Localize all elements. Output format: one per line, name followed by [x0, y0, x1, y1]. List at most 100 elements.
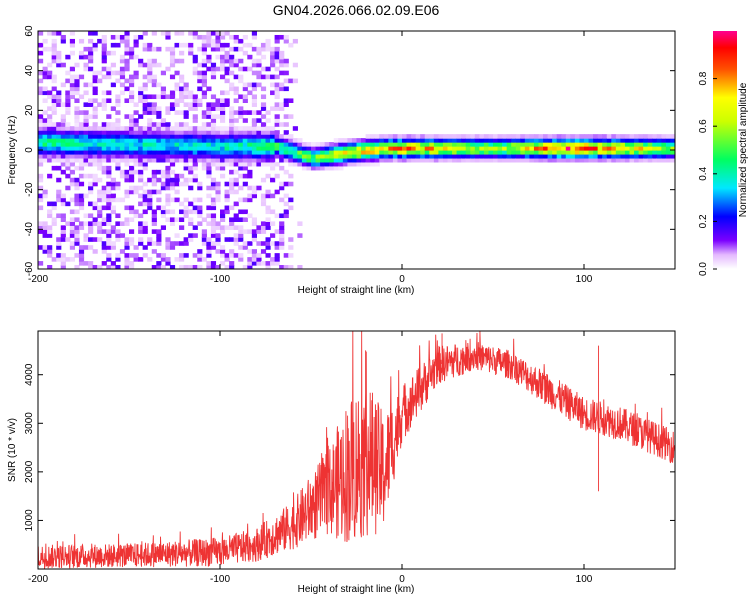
spectrogram-cell	[179, 138, 185, 143]
spectrogram-cell	[251, 62, 257, 68]
spectrogram-cell	[60, 213, 66, 219]
spectrogram-y-label: Frequency (Hz)	[7, 116, 18, 185]
spectrogram-cell	[42, 150, 48, 155]
spectrogram-cell	[274, 229, 280, 234]
spectrogram-cell	[206, 58, 212, 64]
spectrogram-cell	[47, 130, 53, 135]
spectrogram-cell	[133, 34, 139, 40]
spectrogram-cell	[160, 185, 166, 191]
spectrogram-cell	[83, 233, 89, 238]
spectrogram-cell	[142, 197, 148, 203]
spectrogram-cell	[151, 142, 157, 147]
spectrogram-cell	[65, 257, 71, 262]
spectrogram-cell	[74, 233, 80, 238]
spectrogram-cell	[197, 86, 203, 92]
spectrogram-cell	[188, 209, 194, 215]
spectrogram-cell	[584, 146, 590, 151]
spectrogram-cell	[224, 153, 230, 159]
spectrogram-cell	[579, 134, 585, 139]
spectrogram-cell	[224, 70, 230, 76]
spectrogram-cell	[210, 233, 217, 238]
spectrogram-cell	[174, 241, 180, 246]
spectrogram-cell	[179, 110, 185, 115]
spectrogram-cell	[106, 70, 112, 76]
spectrogram-cell	[297, 142, 303, 147]
spectrogram-cell	[183, 130, 189, 135]
spectrogram-cell	[115, 34, 121, 40]
spectrogram-cell	[224, 138, 230, 143]
spectrogram-cell	[402, 157, 408, 163]
spectrogram-cell	[169, 142, 176, 147]
spectrogram-cell	[456, 157, 462, 163]
spectrogram-cell	[247, 157, 253, 163]
spectrogram-cell	[179, 31, 185, 36]
spectrogram-cell	[74, 201, 80, 207]
spectrogram-cell	[56, 126, 62, 131]
spectrogram-cell	[197, 70, 203, 76]
spectrogram-cell	[38, 70, 44, 76]
spectrogram-cell	[265, 118, 271, 123]
spectrogram-cell	[283, 78, 289, 84]
spectrogram-cell	[38, 197, 44, 203]
spectrogram-cell	[69, 42, 75, 48]
snr-frame	[37, 330, 676, 570]
spectrogram-cell	[169, 157, 176, 163]
spectrogram-cell	[106, 74, 112, 80]
spectrogram-cell	[197, 185, 203, 191]
spectrogram-cell	[60, 225, 66, 230]
spectrogram-cell	[69, 245, 75, 250]
spectrogram-cell	[97, 221, 103, 226]
spectrogram-cell	[42, 138, 48, 143]
spectrogram-cell	[265, 42, 271, 48]
spectrogram-cell	[383, 134, 389, 139]
spectrogram-cell	[156, 169, 162, 175]
spectrogram-cell	[488, 157, 494, 163]
spectrogram-cell	[197, 74, 203, 80]
spectrogram-cell	[574, 146, 581, 151]
spectrogram-cell	[147, 134, 153, 139]
spectrogram-cell	[210, 114, 217, 119]
spectrogram-x-label: Height of straight line (km)	[298, 285, 415, 296]
spectrogram-cell	[142, 82, 148, 88]
spectrogram-cell	[147, 42, 153, 48]
spectrogram-cell	[138, 161, 144, 167]
spectrogram-cell	[447, 146, 453, 151]
spectrogram-cell	[256, 161, 262, 167]
spectrogram-cell	[283, 253, 289, 258]
spectrogram-cell	[415, 146, 421, 151]
spectrogram-cell	[65, 130, 71, 135]
spectrogram-cell	[247, 169, 253, 175]
spectrogram-cell	[69, 225, 75, 230]
spectrogram-cell	[342, 161, 348, 167]
spectrogram-cell	[529, 146, 535, 151]
spectrogram-cell	[361, 161, 367, 167]
spectrogram-cell	[124, 221, 130, 226]
spectrogram-cell	[183, 146, 189, 151]
spectrogram-cell	[97, 209, 103, 215]
spectrogram-cell	[124, 237, 130, 242]
spectrogram-cell	[101, 122, 107, 127]
spectrogram-cell	[174, 110, 180, 115]
spectrogram-cell	[188, 237, 194, 242]
spectrogram-cell	[529, 134, 535, 139]
spectrogram-cell	[169, 102, 176, 107]
spectrogram-cell	[270, 46, 276, 52]
spectrogram-cell	[69, 209, 75, 215]
spectrogram-cell	[233, 225, 239, 230]
spectrogram-cell	[142, 138, 148, 143]
spectrogram-cell	[270, 130, 276, 135]
spectrogram-cell	[624, 153, 631, 159]
spectrogram-cell	[238, 209, 244, 215]
spectrogram-cell	[670, 142, 675, 147]
spectrogram-cell	[479, 146, 485, 151]
spectrogram-cell	[647, 142, 653, 147]
spectrogram-cell	[220, 126, 226, 131]
spectrogram-cell	[543, 138, 549, 143]
spectrogram-cell	[611, 153, 617, 159]
spectrogram-cell	[210, 118, 217, 123]
spectrogram-cell	[192, 98, 198, 103]
x-tick-label: 100	[576, 274, 593, 285]
spectrogram-cell	[138, 201, 144, 207]
spectrogram-cell	[92, 150, 98, 155]
